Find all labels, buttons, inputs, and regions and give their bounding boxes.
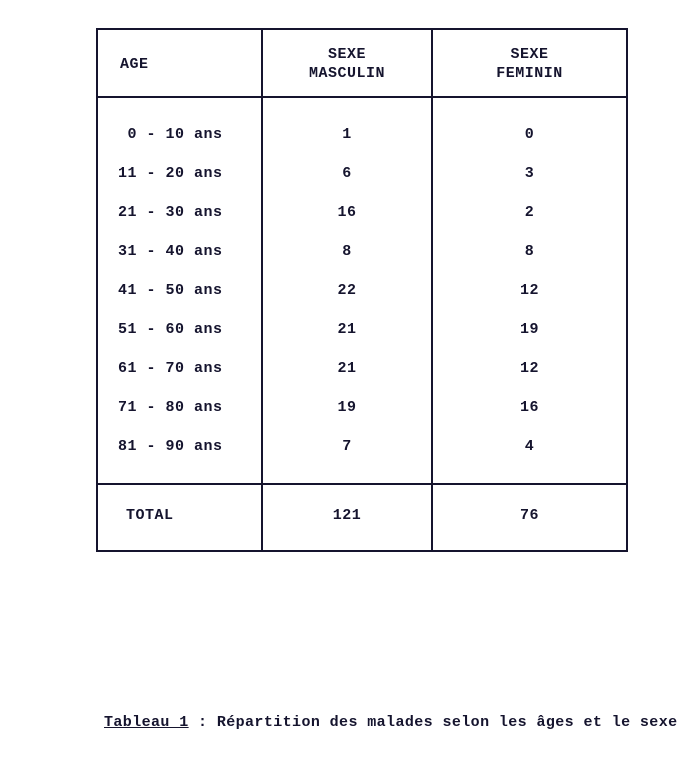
cell-fem: 8 xyxy=(432,232,627,271)
cell-masc: 8 xyxy=(262,232,432,271)
cell-age: 71 - 80 ans xyxy=(97,388,262,427)
table-total-row: TOTAL 121 76 xyxy=(97,484,627,551)
col-header-feminin: SEXE FEMININ xyxy=(432,29,627,97)
cell-fem: 12 xyxy=(432,349,627,388)
table-row: 61 - 70 ans 21 12 xyxy=(97,349,627,388)
table-header: AGE SEXE MASCULIN SEXE FEMININ xyxy=(97,29,627,97)
table-row: 11 - 20 ans 6 3 xyxy=(97,154,627,193)
cell-fem: 12 xyxy=(432,271,627,310)
cell-age: 61 - 70 ans xyxy=(97,349,262,388)
cell-age: 21 - 30 ans xyxy=(97,193,262,232)
cell-age: 0 - 10 ans xyxy=(97,97,262,154)
cell-masc: 22 xyxy=(262,271,432,310)
cell-masc: 6 xyxy=(262,154,432,193)
cell-masc: 16 xyxy=(262,193,432,232)
cell-fem: 16 xyxy=(432,388,627,427)
col-header-age-label: AGE xyxy=(120,56,149,73)
table-header-row: AGE SEXE MASCULIN SEXE FEMININ xyxy=(97,29,627,97)
cell-masc: 19 xyxy=(262,388,432,427)
table-row: 0 - 10 ans 1 0 xyxy=(97,97,627,154)
table-row: 51 - 60 ans 21 19 xyxy=(97,310,627,349)
table-footer: TOTAL 121 76 xyxy=(97,484,627,551)
cell-masc: 21 xyxy=(262,349,432,388)
cell-fem: 3 xyxy=(432,154,627,193)
age-sex-table: AGE SEXE MASCULIN SEXE FEMININ 0 - 10 an… xyxy=(96,28,628,552)
cell-age: 81 - 90 ans xyxy=(97,427,262,484)
col-header-fem-line2: FEMININ xyxy=(441,65,618,82)
cell-masc: 21 xyxy=(262,310,432,349)
page: AGE SEXE MASCULIN SEXE FEMININ 0 - 10 an… xyxy=(0,0,686,764)
cell-masc: 7 xyxy=(262,427,432,484)
total-label: TOTAL xyxy=(97,484,262,551)
cell-fem: 0 xyxy=(432,97,627,154)
table-row: 71 - 80 ans 19 16 xyxy=(97,388,627,427)
total-fem: 76 xyxy=(432,484,627,551)
cell-fem: 2 xyxy=(432,193,627,232)
cell-age: 51 - 60 ans xyxy=(97,310,262,349)
table-row: 21 - 30 ans 16 2 xyxy=(97,193,627,232)
table-row: 41 - 50 ans 22 12 xyxy=(97,271,627,310)
total-masc: 121 xyxy=(262,484,432,551)
caption-rest: : Répartition des malades selon les âges… xyxy=(189,714,678,731)
cell-fem: 4 xyxy=(432,427,627,484)
table-row: 31 - 40 ans 8 8 xyxy=(97,232,627,271)
col-header-age: AGE xyxy=(97,29,262,97)
col-header-masculin: SEXE MASCULIN xyxy=(262,29,432,97)
cell-masc: 1 xyxy=(262,97,432,154)
caption-prefix: Tableau 1 xyxy=(104,714,189,731)
col-header-masc-line2: MASCULIN xyxy=(271,65,423,82)
table-row: 81 - 90 ans 7 4 xyxy=(97,427,627,484)
cell-age: 31 - 40 ans xyxy=(97,232,262,271)
cell-fem: 19 xyxy=(432,310,627,349)
cell-age: 11 - 20 ans xyxy=(97,154,262,193)
table-body: 0 - 10 ans 1 0 11 - 20 ans 6 3 21 - 30 a… xyxy=(97,97,627,484)
cell-age: 41 - 50 ans xyxy=(97,271,262,310)
col-header-fem-line1: SEXE xyxy=(510,46,548,63)
col-header-masc-line1: SEXE xyxy=(328,46,366,63)
table-caption: Tableau 1 : Répartition des malades selo… xyxy=(104,714,678,731)
